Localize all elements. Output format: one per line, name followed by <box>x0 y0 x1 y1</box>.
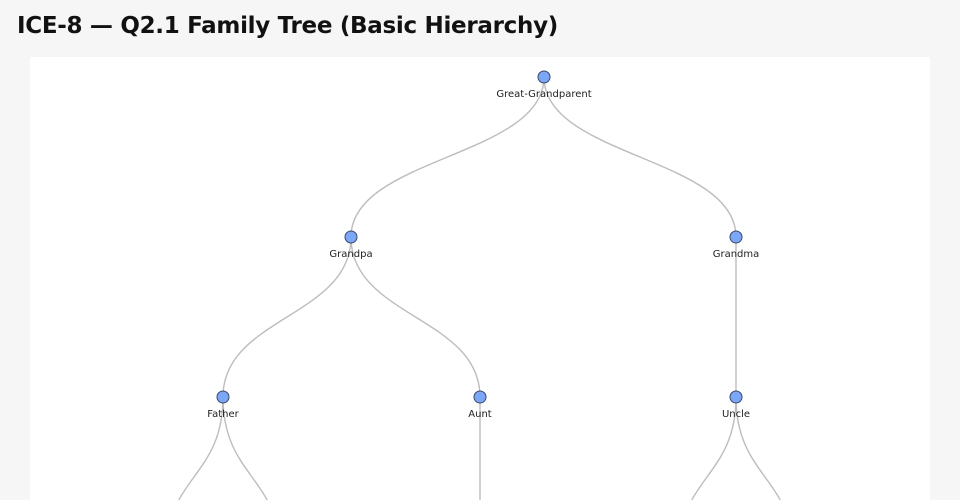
tree-node-great-grandparent[interactable]: Great-Grandparent <box>496 70 592 100</box>
tree-node-grandma[interactable]: Grandma <box>713 230 760 260</box>
node-label: Uncle <box>722 409 750 420</box>
node-label: Aunt <box>468 409 492 420</box>
tree-link <box>543 76 737 238</box>
tree-link <box>350 236 481 398</box>
tree-link <box>735 396 781 500</box>
node-circle[interactable] <box>729 230 743 244</box>
node-label: Father <box>207 409 239 420</box>
node-label: Great-Grandparent <box>496 89 591 100</box>
node-circle[interactable] <box>473 390 487 404</box>
tree-link <box>350 76 545 238</box>
tree-node-aunt[interactable]: Aunt <box>468 390 492 420</box>
tree-link <box>222 236 352 398</box>
node-label: Grandma <box>713 249 760 260</box>
node-circle[interactable] <box>216 390 230 404</box>
tree-link <box>691 396 737 500</box>
tree-link <box>178 396 224 500</box>
node-circle[interactable] <box>729 390 743 404</box>
node-label: Grandpa <box>329 249 372 260</box>
tree-link <box>222 396 268 500</box>
tree-node-uncle[interactable]: Uncle <box>722 390 750 420</box>
node-circle[interactable] <box>537 70 551 84</box>
tree-node-father[interactable]: Father <box>207 390 240 420</box>
page-title: ICE-8 — Q2.1 Family Tree (Basic Hierarch… <box>17 13 558 39</box>
tree-node-grandpa[interactable]: Grandpa <box>329 230 373 260</box>
node-circle[interactable] <box>344 230 358 244</box>
